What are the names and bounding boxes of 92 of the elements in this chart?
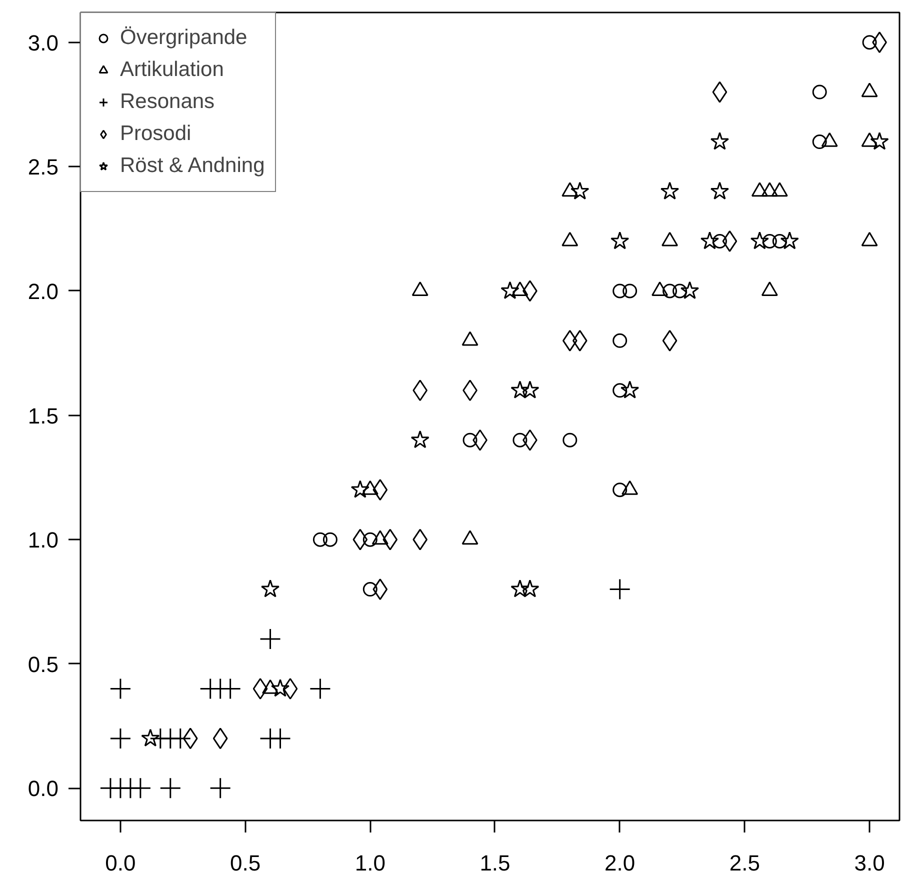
point bbox=[352, 528, 368, 550]
point bbox=[512, 432, 528, 448]
point bbox=[110, 728, 132, 750]
point bbox=[570, 182, 590, 200]
legend-label: Resonans bbox=[120, 89, 215, 115]
point bbox=[762, 234, 777, 248]
legend-label: Prosodi bbox=[120, 121, 192, 147]
point bbox=[282, 678, 298, 700]
x-tick-label: 2.0 bbox=[604, 850, 636, 876]
point bbox=[312, 532, 328, 547]
point bbox=[141, 728, 160, 746]
point bbox=[710, 132, 730, 150]
point bbox=[562, 432, 578, 448]
point bbox=[170, 728, 192, 750]
point bbox=[130, 777, 152, 799]
point bbox=[572, 330, 588, 352]
point bbox=[462, 432, 478, 448]
point bbox=[510, 580, 530, 598]
point bbox=[410, 430, 430, 448]
point bbox=[252, 678, 268, 700]
point bbox=[761, 182, 778, 197]
point bbox=[350, 480, 370, 498]
point bbox=[520, 380, 540, 398]
point bbox=[412, 282, 428, 296]
x-tick-label: 3.0 bbox=[854, 850, 885, 876]
point bbox=[520, 580, 540, 598]
point bbox=[751, 182, 768, 197]
point bbox=[309, 678, 331, 700]
point bbox=[761, 282, 778, 296]
legend-label: Röst & Andning bbox=[120, 153, 265, 179]
point bbox=[862, 35, 877, 50]
y-tick-label: 1.0 bbox=[28, 528, 59, 553]
point bbox=[372, 479, 388, 501]
point bbox=[780, 231, 799, 250]
x-tick-label: 2.5 bbox=[729, 850, 760, 876]
y-tick-label: 3.0 bbox=[28, 30, 59, 56]
point bbox=[712, 234, 727, 248]
point bbox=[672, 284, 688, 298]
point bbox=[812, 134, 827, 150]
point bbox=[210, 777, 232, 799]
point bbox=[710, 182, 730, 200]
point bbox=[182, 728, 198, 750]
point bbox=[861, 82, 878, 98]
x-tick-label: 1.5 bbox=[480, 850, 510, 876]
point bbox=[160, 777, 182, 799]
point bbox=[652, 282, 668, 296]
x-tick-label: 1.0 bbox=[354, 850, 386, 876]
x-tick-label: 0.0 bbox=[105, 850, 136, 876]
point bbox=[612, 482, 628, 498]
point bbox=[362, 532, 378, 547]
point bbox=[620, 380, 640, 398]
point bbox=[260, 628, 282, 650]
y-tick-label: 0.5 bbox=[28, 652, 59, 677]
point bbox=[212, 728, 228, 750]
x-tick-label: 0.5 bbox=[230, 850, 261, 876]
point bbox=[609, 578, 631, 600]
point bbox=[772, 234, 787, 248]
legend-label: Artikulation bbox=[120, 57, 224, 83]
point bbox=[712, 81, 728, 103]
point bbox=[110, 678, 132, 700]
point bbox=[680, 281, 700, 299]
y-tick-label: 2.0 bbox=[28, 278, 59, 304]
point bbox=[372, 578, 388, 600]
point bbox=[500, 281, 520, 299]
point bbox=[382, 528, 398, 550]
point bbox=[660, 182, 680, 200]
point bbox=[362, 582, 378, 597]
point bbox=[662, 330, 678, 352]
point bbox=[622, 284, 638, 298]
point bbox=[612, 383, 628, 398]
point bbox=[270, 728, 292, 750]
point bbox=[612, 333, 628, 348]
point bbox=[812, 84, 827, 100]
point bbox=[610, 231, 630, 250]
point bbox=[662, 284, 678, 298]
y-tick-label: 0.0 bbox=[28, 776, 59, 802]
point bbox=[870, 132, 889, 150]
point bbox=[260, 580, 280, 598]
point bbox=[612, 284, 628, 298]
point bbox=[771, 182, 788, 197]
point bbox=[270, 678, 290, 697]
point bbox=[322, 532, 338, 547]
legend-label: Övergripande bbox=[120, 25, 248, 51]
point bbox=[722, 230, 738, 252]
point bbox=[510, 380, 530, 398]
y-tick-label: 2.5 bbox=[28, 154, 59, 180]
point bbox=[562, 182, 578, 197]
y-tick-label: 1.5 bbox=[28, 403, 59, 428]
point bbox=[562, 330, 578, 352]
point bbox=[512, 282, 528, 296]
point bbox=[700, 231, 720, 250]
point bbox=[750, 231, 769, 250]
